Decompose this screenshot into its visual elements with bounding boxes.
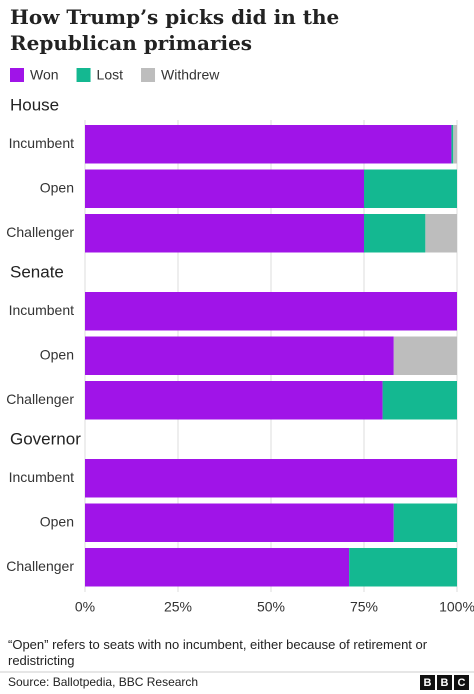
x-tick-label: 50% xyxy=(257,599,285,615)
x-tick-label: 25% xyxy=(164,599,192,615)
logo-box xyxy=(437,675,452,690)
bar-segment xyxy=(85,381,383,420)
y-tick-label: Open xyxy=(40,346,74,362)
legend-swatch xyxy=(76,68,91,82)
logo-box xyxy=(454,675,469,690)
bar-segment xyxy=(85,548,350,587)
x-tick-label: 100% xyxy=(439,599,474,615)
bar-segment xyxy=(364,214,426,253)
y-tick-label: Challenger xyxy=(6,558,74,574)
bar-segment xyxy=(393,503,457,542)
y-tick-label: Incumbent xyxy=(9,135,74,151)
bar-segment xyxy=(349,548,457,587)
y-tick-label: Challenger xyxy=(6,391,74,407)
logo-letter: C xyxy=(458,677,466,689)
legend-label: Lost xyxy=(97,67,124,83)
logo-letter: B xyxy=(424,677,432,689)
source: Source: Ballotpedia, BBC Research xyxy=(8,675,198,689)
y-tick-label: Open xyxy=(40,513,74,529)
bar-segment xyxy=(85,503,394,542)
panel-title: Senate xyxy=(10,262,64,281)
y-tick-label: Open xyxy=(40,179,74,195)
legend-swatch xyxy=(10,68,24,82)
bar-segment xyxy=(85,214,364,253)
legend-swatch xyxy=(141,68,156,82)
bar-segment xyxy=(451,125,454,164)
legend-label: Won xyxy=(30,67,59,83)
chart-title: How Trump’s picks did in the Republican … xyxy=(10,5,340,55)
y-tick-label: Incumbent xyxy=(9,302,74,318)
bar-segment xyxy=(425,214,457,253)
bar-segment xyxy=(364,169,457,208)
panel-title: Governor xyxy=(10,429,81,448)
x-tick-label: 0% xyxy=(75,599,95,615)
note: “Open” refers to seats with no incumbent… xyxy=(8,637,428,668)
panel-title: House xyxy=(10,95,59,114)
bar-segment xyxy=(85,125,452,164)
bar-segment xyxy=(393,336,457,375)
y-tick-label: Challenger xyxy=(6,224,74,240)
legend-label: Withdrew xyxy=(161,67,220,83)
logo-letter: B xyxy=(441,677,449,689)
bar-segment xyxy=(85,459,457,498)
x-tick-label: 75% xyxy=(350,599,378,615)
y-tick-label: Incumbent xyxy=(9,469,74,485)
bar-segment xyxy=(85,169,364,208)
bar-segment xyxy=(85,292,457,331)
logo-box xyxy=(420,675,435,690)
bar-segment xyxy=(85,336,394,375)
bar-segment xyxy=(382,381,457,420)
bar-segment xyxy=(453,125,457,164)
